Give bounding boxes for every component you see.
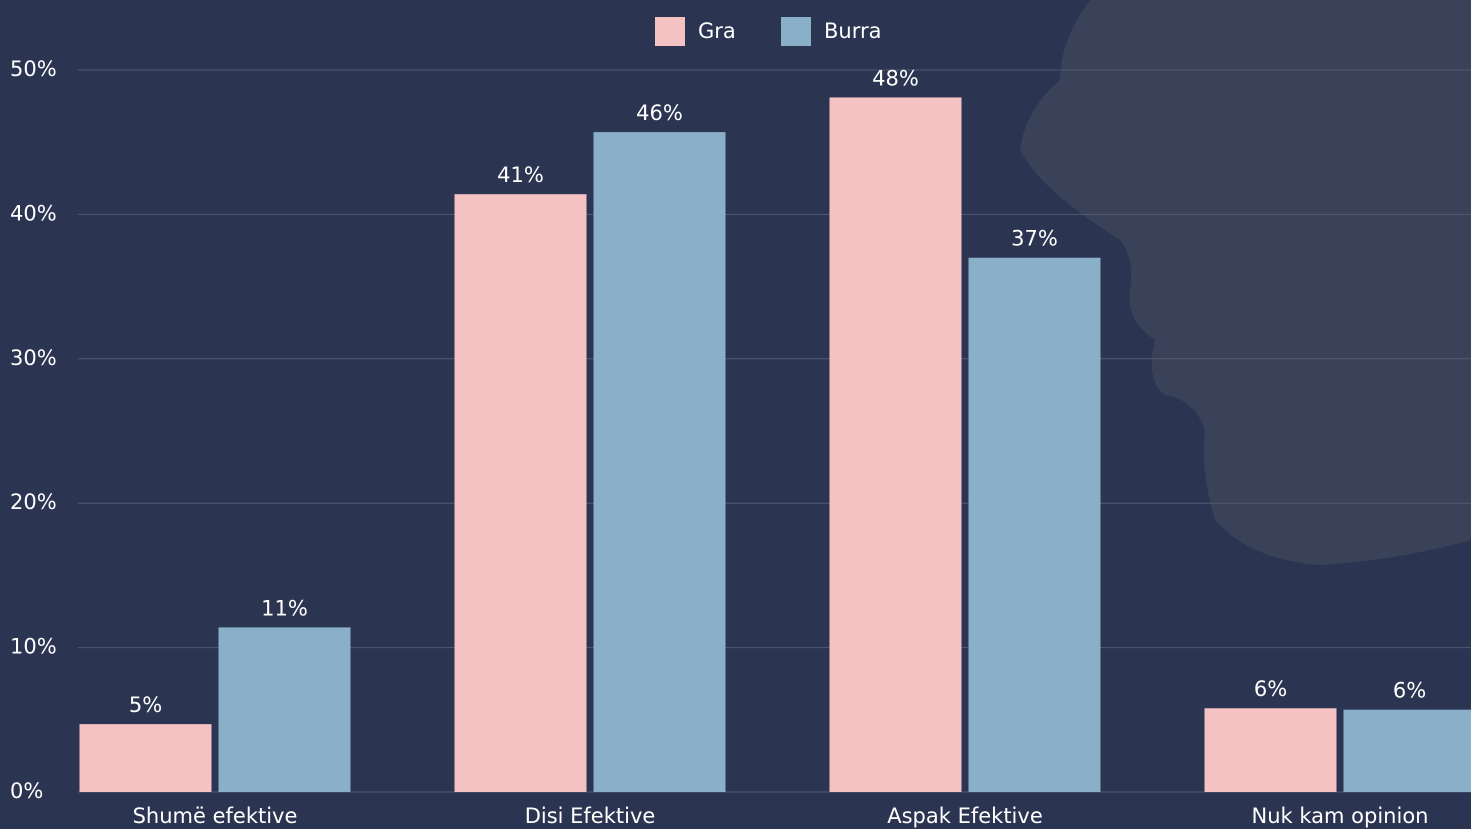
x-tick-label: Aspak Efektive bbox=[887, 804, 1043, 828]
value-label: 11% bbox=[261, 596, 308, 620]
y-tick-label: 40% bbox=[10, 201, 57, 225]
y-tick-label: 20% bbox=[10, 490, 57, 514]
value-label: 41% bbox=[497, 163, 544, 187]
legend-label: Burra bbox=[824, 19, 881, 43]
legend-swatch bbox=[655, 17, 685, 46]
value-label: 46% bbox=[636, 101, 683, 125]
legend-label: Gra bbox=[698, 19, 736, 43]
y-tick-label: 10% bbox=[10, 635, 57, 659]
bar bbox=[1344, 710, 1471, 792]
bar bbox=[830, 97, 962, 792]
y-tick-label: 50% bbox=[10, 57, 57, 81]
value-label: 48% bbox=[872, 66, 919, 90]
x-tick-label: Shumë efektive bbox=[133, 804, 298, 828]
chart: 0% 10% 20% 30% 40% 50% Gra Burra Shumë efektive 5… bbox=[0, 0, 1471, 829]
x-tick-label: Nuk kam opinion bbox=[1252, 804, 1429, 828]
y-tick-label: 0% bbox=[10, 779, 43, 803]
x-tick-label: Disi Efektive bbox=[525, 804, 656, 828]
bar bbox=[455, 194, 587, 792]
value-label: 5% bbox=[129, 693, 162, 717]
bar bbox=[80, 724, 212, 792]
value-label: 37% bbox=[1011, 227, 1058, 251]
bar bbox=[219, 627, 351, 792]
legend-swatch bbox=[781, 17, 811, 46]
bar bbox=[594, 132, 726, 792]
bar bbox=[1205, 708, 1337, 792]
bar bbox=[969, 258, 1101, 792]
y-tick-label: 30% bbox=[10, 346, 57, 370]
value-label: 6% bbox=[1393, 679, 1426, 703]
value-label: 6% bbox=[1254, 677, 1287, 701]
